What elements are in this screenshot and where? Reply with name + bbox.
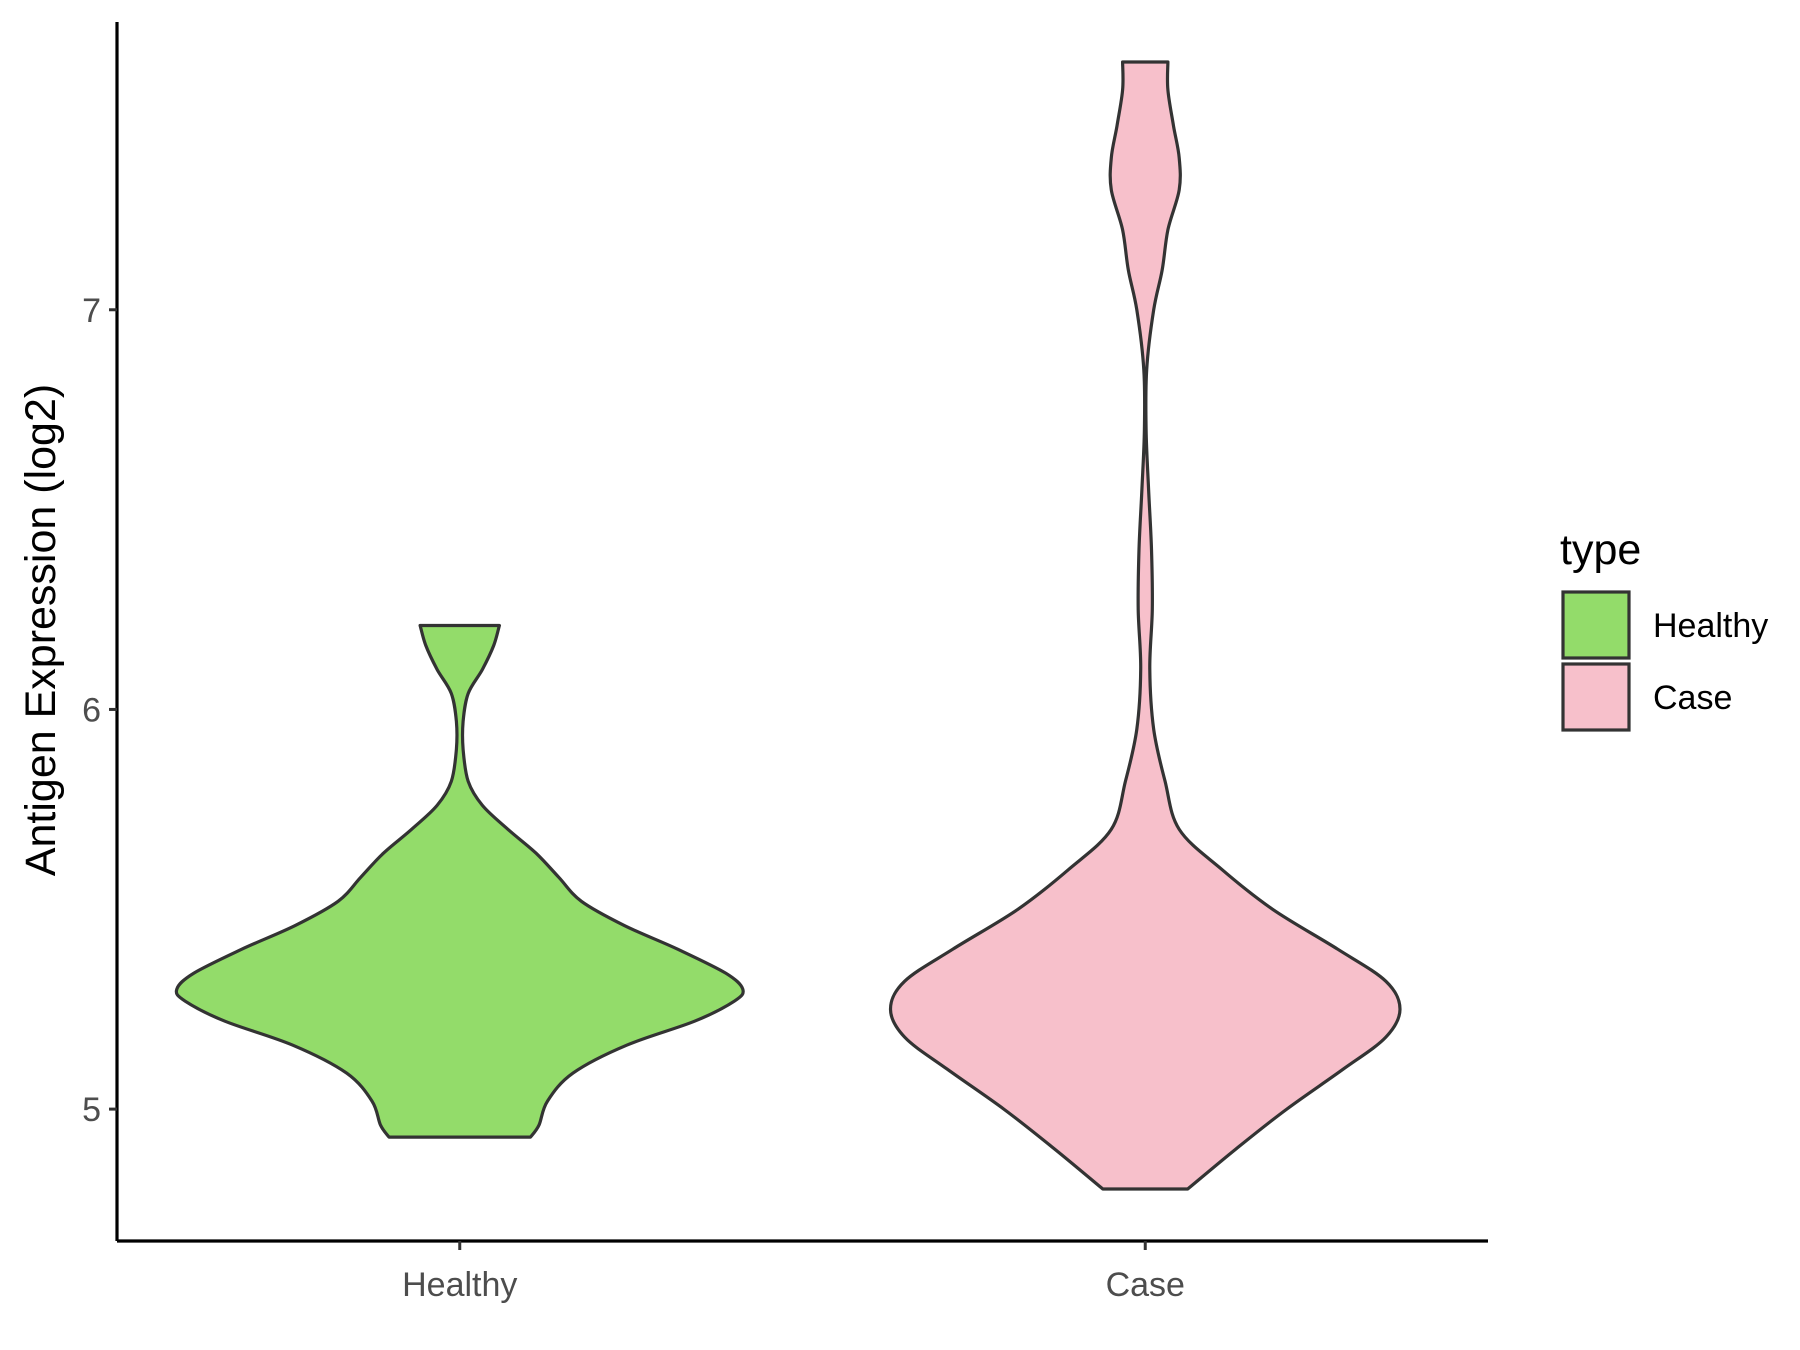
x-ticks-group: Healthy Case bbox=[402, 1241, 1185, 1304]
y-tick-label: 5 bbox=[82, 1091, 101, 1129]
violin-case bbox=[888, 60, 1402, 1191]
legend-label-healthy: Healthy bbox=[1653, 607, 1768, 645]
violins-group bbox=[174, 60, 1402, 1191]
x-tick-label-healthy: Healthy bbox=[402, 1266, 517, 1304]
y-tick-label: 7 bbox=[82, 292, 101, 330]
y-tick-label: 6 bbox=[82, 691, 101, 729]
y-ticks-group: 5 6 7 bbox=[82, 292, 117, 1129]
violin-healthy bbox=[174, 623, 745, 1139]
legend-title: type bbox=[1560, 526, 1641, 574]
legend-label-case: Case bbox=[1653, 679, 1732, 717]
x-tick-label-case: Case bbox=[1106, 1266, 1185, 1304]
y-axis-title: Antigen Expression (log2) bbox=[17, 384, 65, 876]
legend-swatch-case bbox=[1561, 662, 1631, 732]
legend: type Healthy Case bbox=[1560, 526, 1768, 732]
legend-swatch-healthy bbox=[1561, 590, 1631, 660]
